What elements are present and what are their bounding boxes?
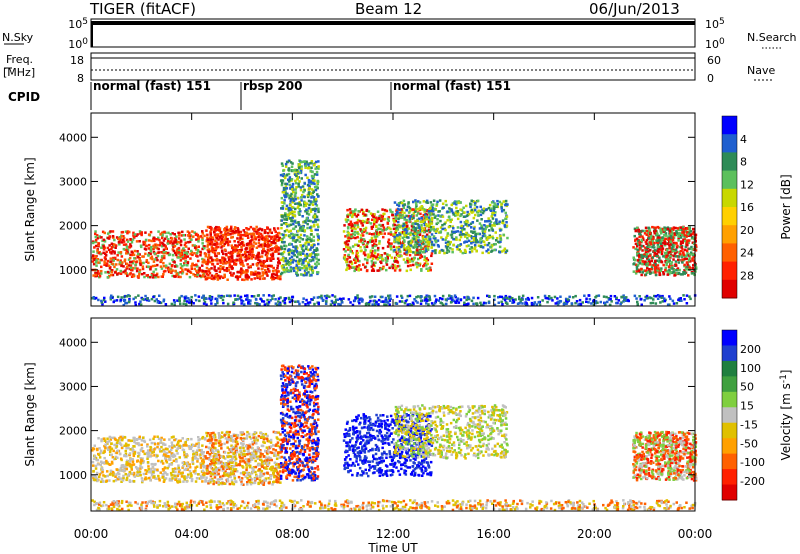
velocity-colorbar-tick-5: -50 (740, 437, 758, 450)
xtick-label-5: 20:00 (577, 527, 612, 541)
xtick-label-0: 00:00 (74, 527, 109, 541)
velocity-colorbar-seg-6 (722, 422, 737, 439)
power-ytick-label-2: 3000 (59, 175, 87, 188)
velocity-colorbar-seg-2 (722, 360, 737, 377)
nsky-tick-bottom: 100 (68, 37, 88, 51)
power-colorbar-tick-6: 28 (740, 269, 754, 282)
power-ytick-label-1: 2000 (59, 220, 87, 233)
power-echo-field (91, 159, 698, 307)
velocity-ylabel: Slant Range [km] (23, 362, 37, 466)
power-colorbar-seg-3 (722, 170, 737, 190)
nave-tick-top: 60 (707, 54, 721, 67)
nsearch-tick-bottom: 100 (705, 37, 725, 51)
freq-tick-bottom: 8 (77, 72, 84, 85)
power-colorbar-tick-2: 12 (740, 178, 754, 191)
velocity-colorbar-seg-10 (722, 484, 737, 501)
power-colorbar-seg-7 (722, 243, 737, 263)
power-colorbar-seg-1 (722, 134, 737, 153)
velocity-colorbar-tick-7: -200 (740, 475, 765, 488)
power-ytick-label-3: 4000 (59, 131, 87, 144)
power-ytick-label-0: 1000 (59, 264, 87, 277)
xtick-label-2: 08:00 (275, 527, 310, 541)
nsky-tick-top: 105 (68, 17, 88, 31)
xaxis-title: Time UT (367, 541, 418, 554)
freq-label: Freq. (6, 53, 34, 66)
velocity-ytick-label-0: 1000 (59, 469, 87, 482)
velocity-colorbar-seg-7 (722, 438, 737, 455)
velocity-ytick-label-1: 2000 (59, 425, 87, 438)
velocity-ytick-label-2: 3000 (59, 380, 87, 393)
velocity-colorbar-frame (721, 329, 738, 501)
power-colorbar-seg-5 (722, 207, 737, 226)
nsky-label: N.Sky (2, 31, 34, 44)
velocity-colorbar-tick-1: 100 (740, 362, 761, 375)
velocity-colorbar-seg-9 (722, 469, 737, 486)
power-colorbar-tick-3: 16 (740, 201, 754, 214)
power-colorbar-tick-0: 4 (740, 133, 747, 146)
velocity-colorbar-tick-2: 50 (740, 381, 754, 394)
power-colorbar-tick-5: 24 (740, 247, 754, 260)
xtick-label-4: 16:00 (476, 527, 511, 541)
power-colorbar-seg-8 (722, 261, 737, 281)
velocity-colorbar-seg-0 (722, 330, 737, 346)
velocity-colorbar-label: Velocity [m s-1] (779, 370, 793, 461)
cpid-label: CPID (8, 90, 41, 104)
velocity-colorbar-seg-4 (722, 391, 737, 408)
nsearch-label: N.Search (747, 31, 797, 44)
power-colorbar-seg-0 (722, 116, 737, 135)
xtick-label-1: 04:00 (174, 527, 209, 541)
date-label: 06/Jun/2013 (589, 0, 680, 18)
freq-tick-top: 18 (70, 54, 84, 67)
velocity-colorbar-tick-4: -15 (740, 418, 758, 431)
velocity-colorbar-seg-8 (722, 453, 737, 470)
velocity-colorbar-tick-3: 15 (740, 400, 754, 413)
nsearch-tick-top: 105 (705, 17, 725, 31)
xtick-label-3: 12:00 (376, 527, 411, 541)
power-ylabel: Slant Range [km] (23, 157, 37, 261)
cpid-segment-1: normal (fast) 151 (93, 79, 211, 93)
freq-unit: [MHz] (3, 66, 36, 79)
power-colorbar-tick-1: 8 (740, 156, 747, 169)
beam-label: Beam 12 (355, 0, 423, 18)
velocity-colorbar-tick-0: 200 (740, 343, 761, 356)
velocity-colorbar-seg-3 (722, 376, 737, 393)
cpid-segment-3: normal (fast) 151 (393, 79, 511, 93)
nave-label: Nave (747, 64, 776, 77)
velocity-echo-field (91, 364, 698, 512)
power-colorbar-seg-4 (722, 188, 737, 208)
velocity-ytick-label-3: 4000 (59, 336, 87, 349)
freq-panel (90, 52, 696, 81)
velocity-colorbar-tick-6: -100 (740, 456, 765, 469)
velocity-colorbar-seg-5 (722, 407, 737, 424)
velocity-panel-frame (90, 317, 696, 512)
xtick-label-6: 00:00 (678, 527, 713, 541)
nsky-trace (91, 21, 695, 25)
power-colorbar-tick-4: 20 (740, 224, 754, 237)
power-colorbar-frame (721, 115, 738, 299)
velocity-colorbar-seg-1 (722, 345, 737, 362)
radar-title: TIGER (fitACF) (90, 0, 197, 18)
power-colorbar-seg-9 (722, 279, 737, 299)
power-colorbar-seg-6 (722, 225, 737, 244)
power-colorbar-seg-2 (722, 152, 737, 172)
power-colorbar-label: Power [dB] (779, 174, 793, 239)
nave-tick-bottom: 0 (707, 72, 714, 85)
cpid-segment-2: rbsp 200 (243, 79, 303, 93)
